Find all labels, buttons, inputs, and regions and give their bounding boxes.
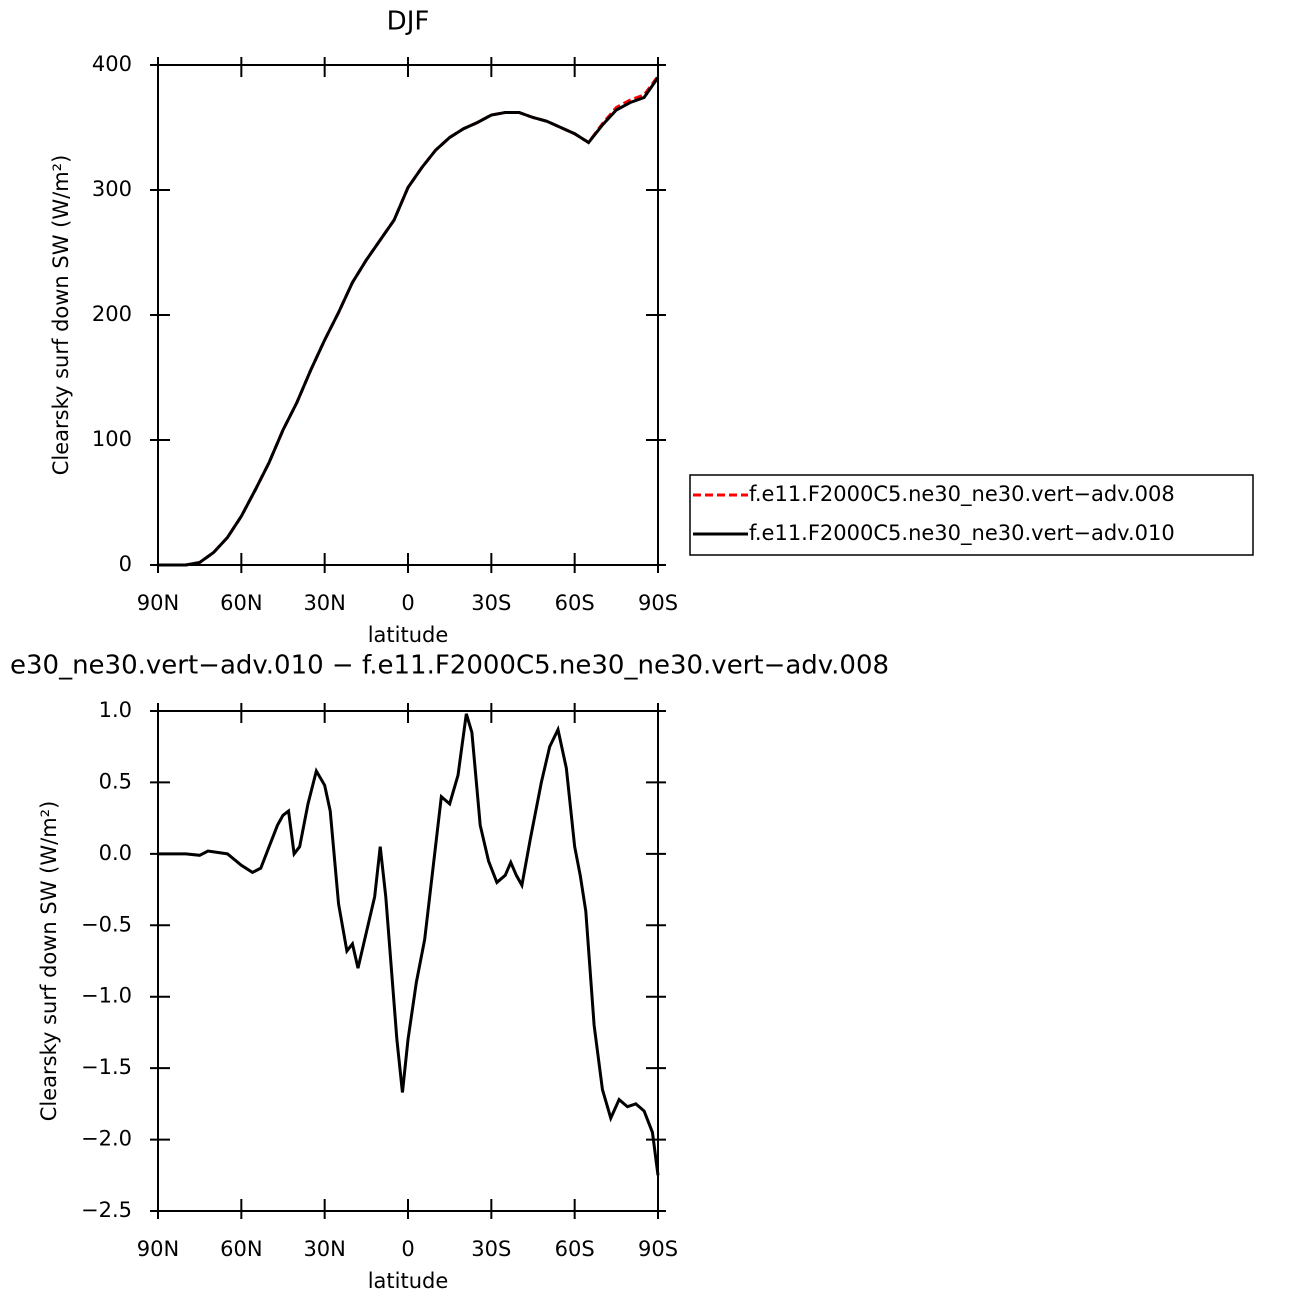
y-tick-label: 300: [92, 177, 132, 201]
y-tick-label: −2.5: [81, 1198, 132, 1222]
x-tick-label: 90S: [638, 1237, 678, 1261]
y-tick-label: −1.5: [81, 1055, 132, 1079]
x-tick-label: 60S: [555, 591, 595, 615]
x-tick-label: 30S: [471, 591, 511, 615]
x-tick-label: 0: [401, 1237, 414, 1261]
y-axis-label: Clearsky surf down SW (W/m²): [37, 801, 61, 1122]
y-tick-label: −0.5: [81, 912, 132, 936]
x-tick-label: 0: [401, 591, 414, 615]
data-line: [158, 75, 660, 567]
x-tick-label: 90N: [137, 591, 179, 615]
data-line: [158, 713, 660, 1176]
chart-title: DJF: [387, 7, 430, 37]
x-axis-label: latitude: [368, 1269, 449, 1293]
x-tick-label: 60N: [220, 1237, 262, 1261]
plot-frame: [157, 710, 659, 1212]
x-axis-label: latitude: [368, 623, 449, 647]
y-tick-label: −2.0: [81, 1127, 132, 1151]
y-tick-label: 400: [92, 52, 132, 76]
legend-box: [689, 474, 1254, 556]
y-tick-label: 200: [92, 302, 132, 326]
x-tick-label: 30N: [303, 1237, 345, 1261]
legend-label: f.e11.F2000C5.ne30_ne30.vert−adv.010: [749, 521, 1175, 546]
x-tick-label: 90N: [137, 1237, 179, 1261]
x-tick-label: 60S: [555, 1237, 595, 1261]
y-tick-label: 0.5: [99, 769, 132, 793]
y-tick-label: −1.0: [81, 984, 132, 1008]
y-tick-label: 100: [92, 427, 132, 451]
chart-title: e30_ne30.vert−adv.010 − f.e11.F2000C5.ne…: [10, 651, 889, 681]
x-tick-label: 60N: [220, 591, 262, 615]
y-axis-label: Clearsky surf down SW (W/m²): [49, 155, 73, 476]
plot-frame: [157, 64, 659, 566]
x-tick-label: 30S: [471, 1237, 511, 1261]
y-tick-label: 1.0: [99, 698, 132, 722]
x-tick-label: 30N: [303, 591, 345, 615]
data-line: [158, 76, 660, 567]
y-tick-label: 0.0: [99, 841, 132, 865]
x-tick-label: 90S: [638, 591, 678, 615]
y-tick-label: 0: [119, 552, 132, 576]
legend-label: f.e11.F2000C5.ne30_ne30.vert−adv.008: [749, 482, 1175, 507]
